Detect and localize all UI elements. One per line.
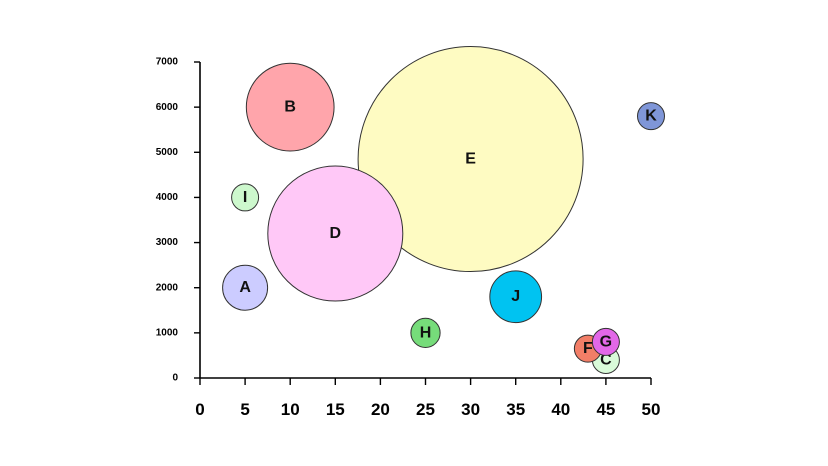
bubble-label: A (239, 279, 251, 296)
bubble-circle (222, 264, 269, 311)
x-tick-label: 40 (551, 400, 570, 419)
x-tick-label: 20 (371, 400, 390, 419)
bubble-label: B (284, 99, 296, 116)
bubble-g: G (591, 327, 620, 356)
y-tick-label: 4000 (156, 192, 179, 203)
bubble-label: E (465, 151, 476, 168)
bubble-circle (637, 102, 665, 131)
x-tick-label: 10 (281, 400, 300, 419)
bubble-a: A (222, 264, 269, 311)
x-tick-label: 0 (195, 400, 204, 419)
x-tick-label: 5 (240, 400, 249, 419)
bubble-circle (231, 183, 260, 212)
bubble-circle (245, 62, 335, 152)
bubble-label: H (420, 324, 432, 341)
bubble-circle (357, 46, 584, 273)
x-tick-label: 35 (506, 400, 525, 419)
bubble-label: G (600, 333, 612, 350)
bubble-label: C (600, 351, 612, 368)
bubble-e: E (357, 46, 584, 273)
y-tick-label: 0 (172, 373, 178, 384)
bubble-label: I (243, 189, 247, 206)
bubble-circle (410, 317, 441, 348)
bubble-d: D (267, 165, 404, 302)
bubble-i: I (231, 183, 260, 212)
x-tick-label: 25 (416, 400, 435, 419)
bubble-h: H (410, 317, 441, 348)
y-tick-label: 2000 (156, 282, 179, 293)
y-tick-label: 6000 (156, 102, 179, 113)
bubble-label: K (645, 108, 657, 125)
bubble-circle (489, 270, 543, 324)
x-tick-label: 30 (461, 400, 480, 419)
bubble-circle (267, 165, 404, 302)
bubble-j: J (489, 270, 543, 324)
y-tick-label: 1000 (156, 327, 179, 338)
x-tick-label: 50 (642, 400, 661, 419)
bubble-b: B (245, 62, 335, 152)
y-tick-label: 5000 (156, 147, 179, 158)
x-tick-label: 45 (596, 400, 615, 419)
bubble-label: F (583, 340, 593, 357)
axes: 0 1000 2000 3000 4000 5000 6000 7000 0 5 10 15 20 25 3… (156, 57, 661, 419)
y-tick-label: 7000 (156, 57, 179, 68)
bubble-circle (591, 327, 620, 356)
y-tick-label: 3000 (156, 237, 179, 248)
bubble-label: D (330, 225, 342, 242)
bubble-label: J (511, 288, 520, 305)
x-tick-label: 15 (326, 400, 345, 419)
bubbles: E D B J A H CF G I K (222, 46, 665, 374)
bubble-k: K (637, 102, 665, 131)
